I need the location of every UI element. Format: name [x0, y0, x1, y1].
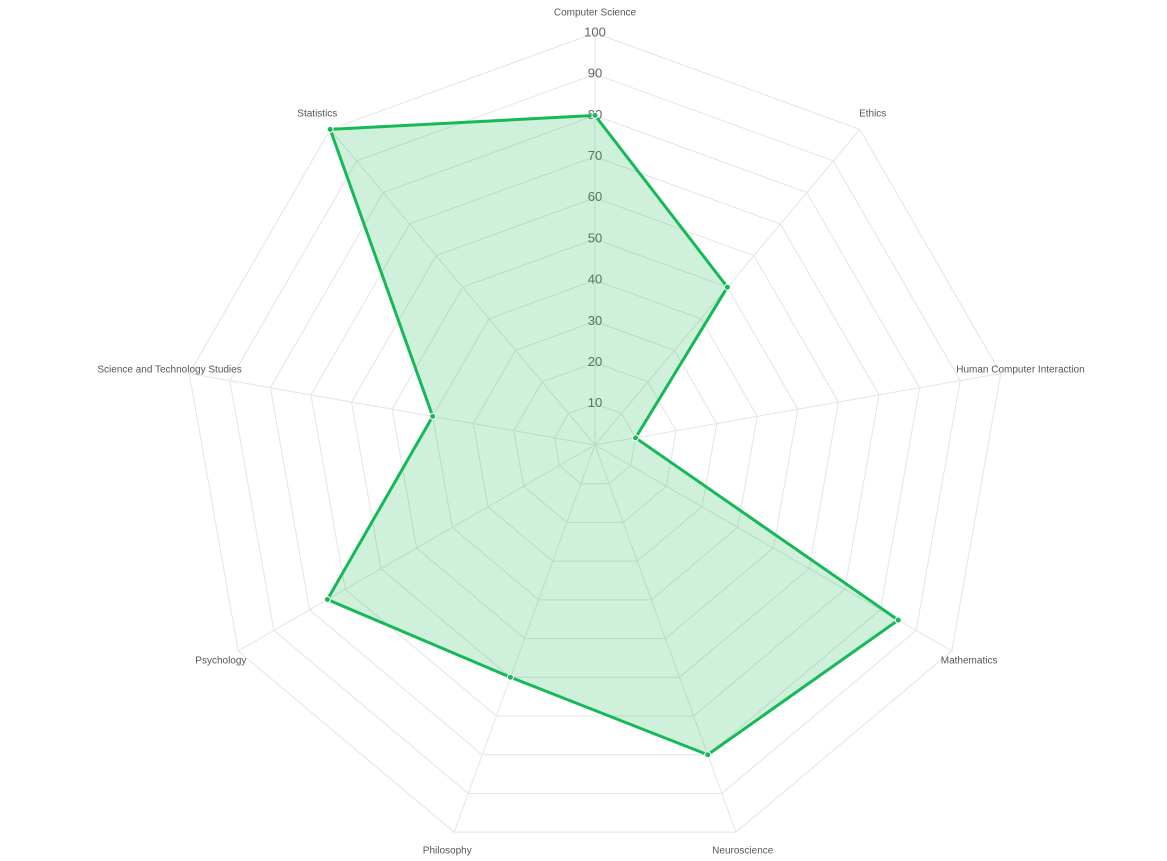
grid-ring-40 — [432, 279, 758, 601]
spoke-philosophy — [453, 444, 596, 833]
data-point-neuroscience[interactable] — [704, 751, 712, 759]
spoke-human-computer-interaction — [594, 372, 1001, 446]
spoke-neuroscience — [594, 444, 737, 833]
data-point-statistics[interactable] — [326, 125, 334, 133]
grid-ring-20 — [513, 362, 677, 523]
axis-label-ethics: Ethics — [859, 109, 886, 120]
spoke-statistics — [329, 129, 596, 446]
tick-label-10: 10 — [588, 395, 602, 410]
tick-label-70: 70 — [588, 148, 602, 163]
axis-label-neuroscience: Neuroscience — [712, 846, 774, 857]
axis-label-philosophy: Philosophy — [423, 846, 472, 857]
grid-ring-10 — [553, 403, 637, 485]
data-point-psychology[interactable] — [323, 596, 331, 603]
spoke-psychology — [237, 444, 596, 652]
point-layer — [323, 111, 902, 759]
grid-ring-60 — [351, 197, 839, 678]
grid-ring-90 — [229, 73, 961, 794]
tick-label-40: 40 — [588, 272, 602, 287]
tick-label-90: 90 — [588, 66, 602, 81]
axis-label-statistics: Statistics — [297, 109, 337, 120]
tick-label-20: 20 — [588, 354, 602, 369]
radial-tick-labels: 102030405060708090100 — [584, 24, 606, 410]
axis-label-psychology: Psychology — [195, 656, 246, 667]
axis-label-computer-science: Computer Science — [554, 8, 637, 19]
data-point-computer-science[interactable] — [591, 111, 599, 119]
grid-ring-100 — [188, 32, 1002, 833]
grid-ring-30 — [472, 320, 718, 562]
data-point-philosophy[interactable] — [506, 673, 514, 681]
data-point-ethics[interactable] — [723, 283, 731, 291]
data-point-science-and-technology-studies[interactable] — [429, 412, 437, 420]
tick-label-30: 30 — [588, 313, 602, 328]
data-point-mathematics[interactable] — [894, 616, 902, 624]
data-point-human-computer-interaction[interactable] — [632, 434, 640, 442]
axis-label-mathematics: Mathematics — [941, 656, 998, 667]
grid-ring-70 — [310, 156, 880, 717]
axis-label-science-and-technology-studies: Science and Technology Studies — [97, 365, 241, 376]
axis-labels: Computer Science Ethics Human Computer Int… — [97, 8, 1084, 857]
series-layer — [325, 113, 901, 757]
axis-label-human-computer-interaction: Human Computer Interaction — [956, 365, 1084, 376]
grid-ring-50 — [391, 238, 799, 640]
tick-label-100: 100 — [584, 24, 606, 39]
grid-ring-80 — [269, 114, 921, 756]
tick-label-60: 60 — [588, 189, 602, 204]
series-area-0 — [325, 113, 901, 757]
spoke-science-and-technology-studies — [189, 372, 596, 446]
tick-label-50: 50 — [588, 230, 602, 245]
